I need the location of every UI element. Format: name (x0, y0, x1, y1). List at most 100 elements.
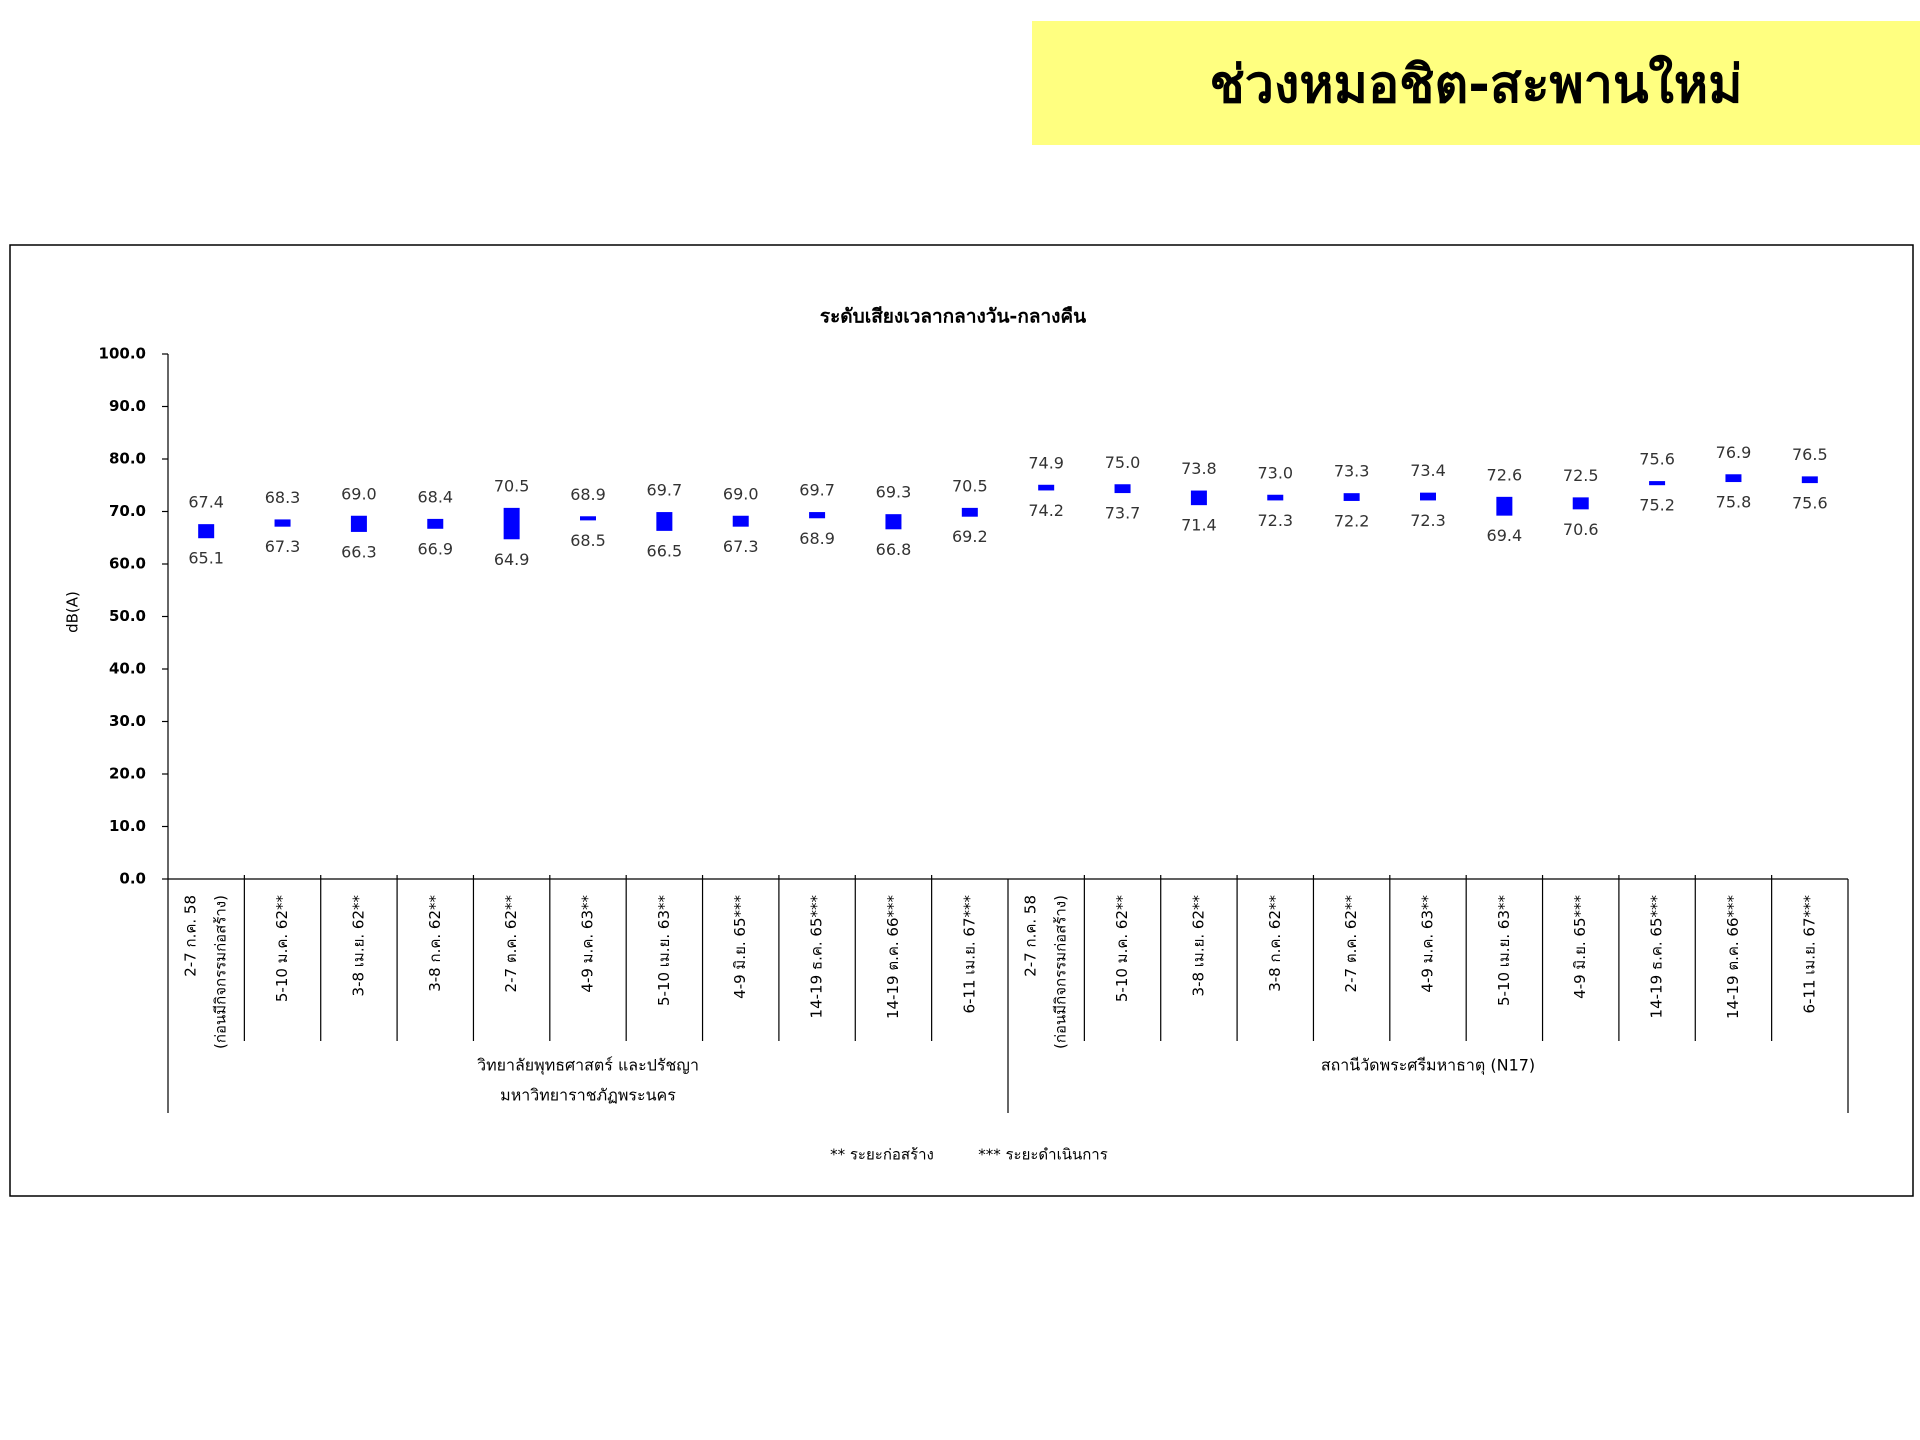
footnote: ** ระยะก่อสร้าง (830, 1146, 934, 1164)
high-label: 73.3 (1334, 462, 1370, 481)
range-bar (732, 515, 749, 527)
y-tick-label: 0.0 (119, 870, 146, 888)
x-tick-label: 5-10 ม.ค. 62** (1113, 895, 1131, 1003)
high-label: 69.3 (876, 483, 912, 502)
low-label: 74.2 (1028, 501, 1064, 520)
range-bar (1038, 484, 1055, 491)
range-bar (198, 524, 215, 539)
range-bar (427, 518, 444, 529)
x-tick-label: 4-9 มิ.ย. 65*** (731, 895, 749, 999)
y-tick-label: 40.0 (109, 660, 146, 678)
y-tick-label: 70.0 (109, 502, 146, 520)
y-tick-label: 10.0 (109, 817, 146, 835)
low-label: 72.3 (1410, 511, 1446, 530)
range-bar (503, 507, 520, 540)
low-label: 66.3 (341, 542, 377, 561)
range-bar (1725, 474, 1742, 483)
group-label: มหาวิทยาราชภัฏพระนคร (500, 1086, 676, 1105)
title-banner: ช่วงหมอชิต-สะพานใหม่ (1032, 21, 1920, 145)
x-tick-label: 14-19 ธ.ค. 65*** (808, 895, 826, 1019)
chart-frame (9, 244, 1914, 1197)
low-label: 68.9 (799, 529, 835, 548)
group-label: สถานีวัดพระศรีมหาธาตุ (N17) (1321, 1056, 1535, 1076)
range-bar (1496, 496, 1513, 516)
x-tick-label: 2-7 ต.ค. 62** (1342, 895, 1360, 993)
low-label: 75.2 (1639, 496, 1675, 515)
range-bar (1190, 490, 1207, 506)
high-label: 75.6 (1639, 450, 1675, 469)
y-axis-label: dB(A) (64, 591, 82, 633)
page-title: ช่วงหมอชิต-สะพานใหม่ (1209, 54, 1743, 115)
low-label: 71.4 (1181, 516, 1217, 535)
x-tick-label: 14-19 ต.ค. 66*** (1724, 895, 1742, 1020)
range-bar (1267, 494, 1284, 501)
low-label: 65.1 (188, 549, 224, 568)
y-tick-label: 30.0 (109, 712, 146, 730)
range-bar (580, 516, 596, 521)
range-bar (656, 512, 673, 531)
x-tick-label: 6-11 เม.ย. 67*** (1800, 895, 1818, 1014)
x-tick-label: 3-8 เม.ย. 62** (1189, 895, 1207, 997)
x-tick-label: 2-7 ก.ค. 58 (1022, 895, 1040, 977)
low-label: 72.2 (1334, 511, 1370, 530)
high-label: 69.7 (799, 481, 835, 500)
x-tick-label: 5-10 เม.ย. 63** (655, 895, 673, 1007)
range-bar (1572, 497, 1589, 510)
x-tick-label: 4-9 ม.ค. 63** (1419, 895, 1437, 993)
x-tick-label: 6-11 เม.ย. 67*** (960, 895, 978, 1014)
x-tick-label: 14-19 ธ.ค. 65*** (1648, 895, 1666, 1019)
low-label: 72.3 (1257, 511, 1293, 530)
low-label: 68.5 (570, 531, 606, 550)
range-bar (961, 507, 978, 517)
low-label: 69.4 (1487, 526, 1523, 545)
x-tick-label: 14-19 ต.ค. 66*** (884, 895, 902, 1020)
low-label: 73.7 (1105, 504, 1141, 523)
high-label: 74.9 (1028, 453, 1064, 472)
footnote: *** ระยะดำเนินการ (978, 1146, 1108, 1164)
x-tick-label: 2-7 ก.ค. 58 (182, 895, 200, 977)
high-label: 72.5 (1563, 466, 1599, 485)
high-label: 68.3 (265, 488, 301, 507)
low-label: 66.8 (876, 540, 912, 559)
range-bar (809, 512, 826, 519)
x-tick-label: (ก่อนมีกิจกรรมก่อสร้าง) (1052, 895, 1070, 1049)
high-label: 70.5 (494, 476, 530, 495)
low-label: 67.3 (723, 537, 759, 556)
x-tick-label: (ก่อนมีกิจกรรมก่อสร้าง) (212, 895, 230, 1049)
high-label: 70.5 (952, 476, 988, 495)
y-tick-label: 60.0 (109, 555, 146, 573)
high-label: 69.0 (723, 484, 759, 503)
low-label: 66.9 (417, 539, 453, 558)
range-bar (1649, 481, 1666, 486)
y-tick-label: 50.0 (109, 607, 146, 625)
high-label: 73.8 (1181, 459, 1217, 478)
range-bar (1801, 476, 1818, 484)
x-tick-label: 3-8 เม.ย. 62** (349, 895, 367, 997)
high-label: 75.0 (1105, 453, 1141, 472)
high-label: 69.0 (341, 484, 377, 503)
x-tick-label: 5-10 ม.ค. 62** (273, 895, 291, 1003)
chart-title: ระดับเสียงเวลากลางวัน-กลางคืน (820, 306, 1086, 328)
range-bar (274, 519, 291, 527)
range-bar (350, 515, 367, 532)
high-label: 68.9 (570, 485, 606, 504)
low-label: 64.9 (494, 550, 530, 569)
y-tick-label: 100.0 (99, 345, 146, 363)
low-label: 70.6 (1563, 520, 1599, 539)
low-label: 75.6 (1792, 494, 1828, 513)
low-label: 69.2 (952, 527, 988, 546)
high-label: 73.0 (1257, 463, 1293, 482)
range-bar (885, 514, 902, 530)
range-bar (1420, 492, 1436, 501)
high-label: 68.4 (417, 487, 453, 506)
x-tick-label: 5-10 เม.ย. 63** (1495, 895, 1513, 1007)
x-tick-label: 3-8 ก.ค. 62** (426, 895, 444, 992)
y-tick-label: 20.0 (109, 765, 146, 783)
high-label: 73.4 (1410, 461, 1446, 480)
high-label: 72.6 (1487, 465, 1523, 484)
x-tick-label: 4-9 ม.ค. 63** (579, 895, 597, 993)
x-tick-label: 4-9 มิ.ย. 65*** (1571, 895, 1589, 999)
low-label: 75.8 (1716, 493, 1752, 512)
